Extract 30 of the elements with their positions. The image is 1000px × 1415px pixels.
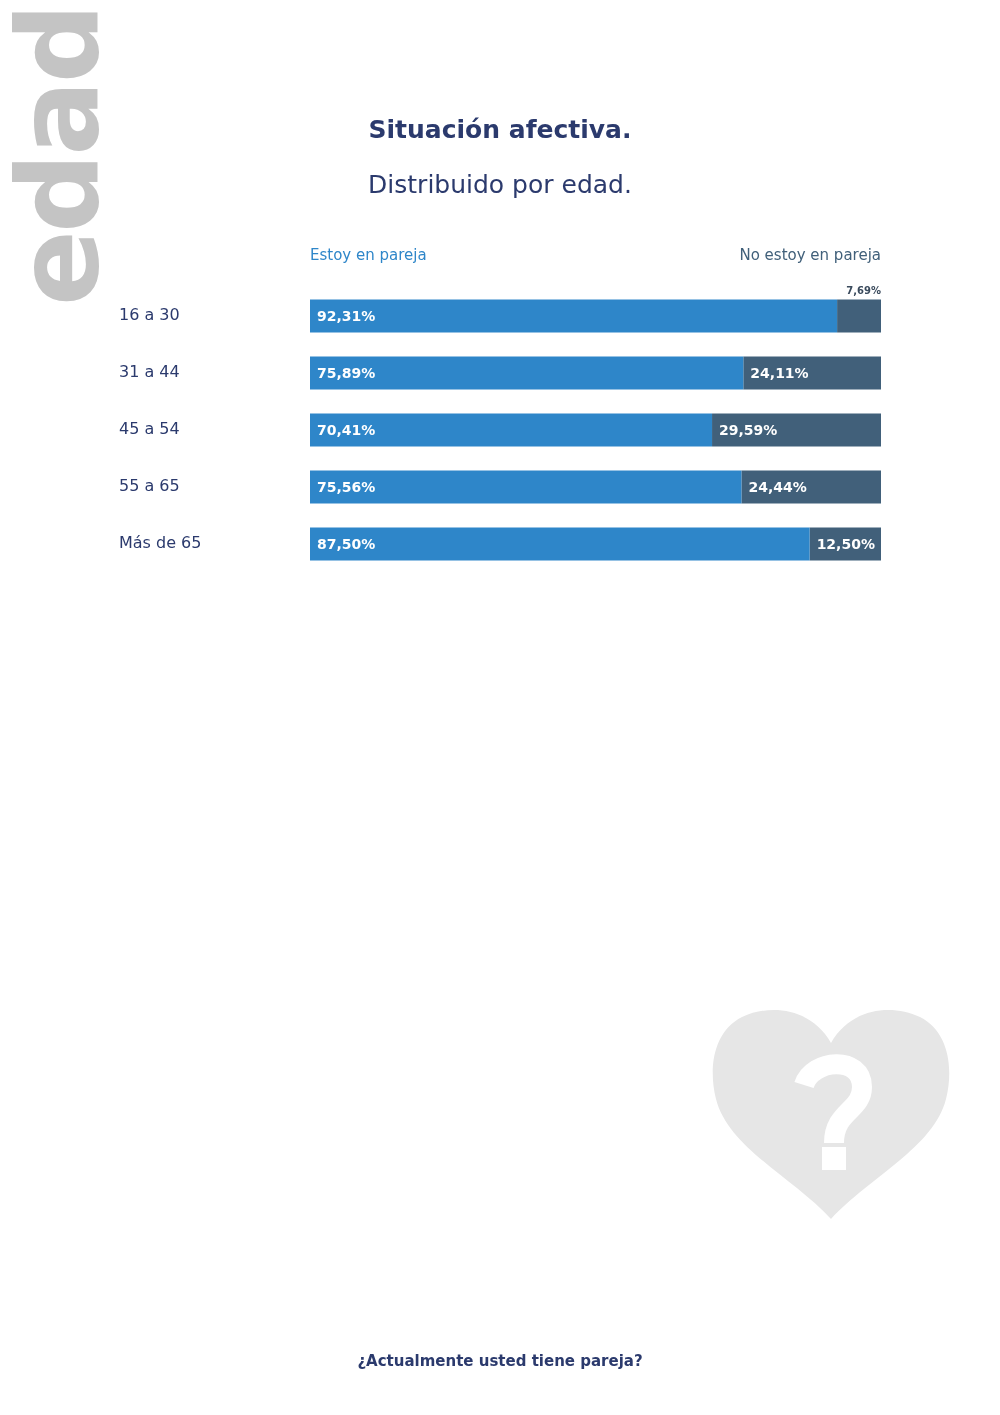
bar	[712, 413, 881, 447]
data-label: 12,50%	[816, 535, 875, 552]
text: Estoy en pareja	[310, 245, 427, 264]
y-tick-label: Más de 65	[119, 533, 202, 553]
bar	[310, 527, 810, 561]
y-tick-label: 31 a 44	[119, 362, 180, 382]
data-label: 75,56%	[317, 478, 376, 495]
bar	[310, 356, 744, 390]
data-label: 7,69%	[846, 285, 881, 297]
bar	[310, 299, 838, 333]
data-label: 24,11%	[750, 364, 809, 381]
bar	[310, 413, 713, 447]
chart-title: Situación afectiva.	[368, 115, 632, 144]
data-label: 29,59%	[719, 421, 778, 438]
y-tick-label: 55 a 65	[119, 476, 180, 496]
chart-subtitle: Distribuido por edad.	[368, 170, 632, 199]
data-label: 70,41%	[317, 421, 376, 438]
y-tick-label: 45 a 54	[119, 419, 180, 439]
data-label: 75,89%	[317, 364, 376, 381]
bar	[743, 356, 881, 390]
data-label: 24,44%	[748, 478, 807, 495]
bar	[837, 299, 881, 333]
bar	[741, 470, 881, 504]
y-tick-label: 16 a 30	[119, 305, 180, 325]
data-label: 87,50%	[317, 535, 376, 552]
text: edad	[0, 6, 123, 306]
text: ¿Actualmente usted tiene pareja?	[356, 1352, 644, 1370]
data-label: 92,31%	[317, 307, 376, 324]
bar	[310, 470, 742, 504]
text: No estoy en pareja	[739, 245, 881, 264]
